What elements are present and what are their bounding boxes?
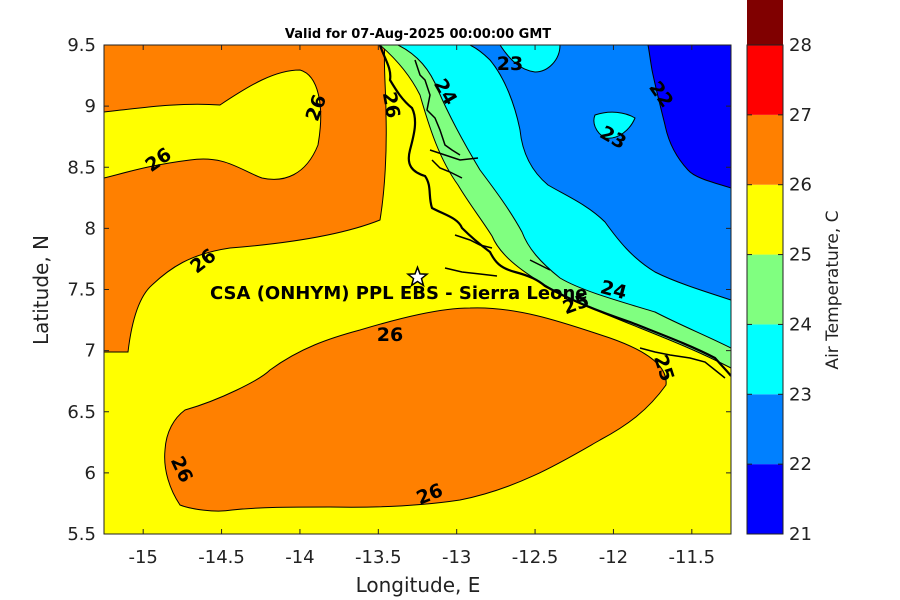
band-23-24-pocket [499, 45, 561, 73]
colorbar-tick-label: 22 [789, 454, 812, 475]
x-axis-label: Longitude, E [356, 573, 481, 597]
y-tick-label: 5.5 [67, 524, 96, 545]
colorbar-tick-label: 23 [789, 384, 812, 405]
colorbar-segment [747, 114, 783, 185]
site-label: CSA (ONHYM) PPL EBS - Sierra Leone [210, 283, 587, 304]
colorbar-segment [747, 254, 783, 325]
x-axis-ticks: -15 -14.5 -14 -13.5 -13 -12.5 -12 -11.5 [128, 45, 715, 568]
colorbar-segment [747, 184, 783, 255]
colorbar-tick-label: 26 [789, 175, 812, 196]
colorbar-segment [747, 0, 783, 45]
x-tick-label: -13.5 [355, 547, 402, 568]
site-star-icon [405, 265, 430, 288]
y-tick-label: 9 [85, 96, 96, 117]
contour-label: 23 [497, 53, 523, 75]
band-25-26-island [104, 69, 322, 180]
x-tick-label: -12 [599, 547, 628, 568]
band-26-27-south [164, 307, 667, 512]
y-tick-label: 7 [85, 341, 96, 362]
y-tick-label: 7.5 [67, 280, 96, 301]
colorbar-tick-label: 24 [789, 314, 812, 335]
colorbar-tick-label: 28 [789, 35, 812, 56]
colorbar-frame [746, 44, 784, 535]
y-tick-label: 9.5 [67, 35, 96, 56]
contour-label: 26 [378, 90, 404, 120]
coastline-detail [414, 59, 726, 379]
x-tick-label: -14.5 [198, 547, 245, 568]
x-tick-label: -12.5 [512, 547, 559, 568]
y-tick-label: 8.5 [67, 157, 96, 178]
colorbar-tick-label: 21 [789, 524, 812, 545]
colorbar-segment [747, 324, 783, 395]
y-tick-label: 6 [85, 463, 96, 484]
x-tick-label: -14 [285, 547, 314, 568]
contour-field: 26 26 26 26 26 26 26 25 25 24 24 23 23 2… [104, 45, 731, 534]
colorbar-tick-label: 27 [789, 105, 812, 126]
coastline [378, 45, 731, 377]
y-tick-label: 8 [85, 218, 96, 239]
y-tick-label: 6.5 [67, 402, 96, 423]
colorbar-label: Air Temperature, C [823, 210, 843, 369]
x-tick-label: -11.5 [669, 547, 716, 568]
y-axis-ticks: 5.5 6 6.5 7 7.5 8 8.5 9 9.5 [67, 35, 731, 545]
colorbar-segment [747, 45, 783, 115]
site-star-shape [405, 265, 430, 288]
figure-title: Valid for 07-Aug-2025 00:00:00 GMT [285, 27, 551, 42]
colorbar: 21 22 23 24 25 26 27 28 [746, 0, 812, 545]
colorbar-segment [747, 464, 783, 534]
y-axis-label: Latitude, N [29, 235, 53, 345]
contour-label: 26 [377, 324, 403, 346]
band-23-24-pocket2 [593, 111, 636, 139]
colorbar-tick-label: 25 [789, 245, 812, 266]
colorbar-segment [747, 394, 783, 465]
band-21-22 [647, 45, 731, 189]
x-tick-label: -13 [442, 547, 471, 568]
x-tick-label: -15 [128, 547, 157, 568]
